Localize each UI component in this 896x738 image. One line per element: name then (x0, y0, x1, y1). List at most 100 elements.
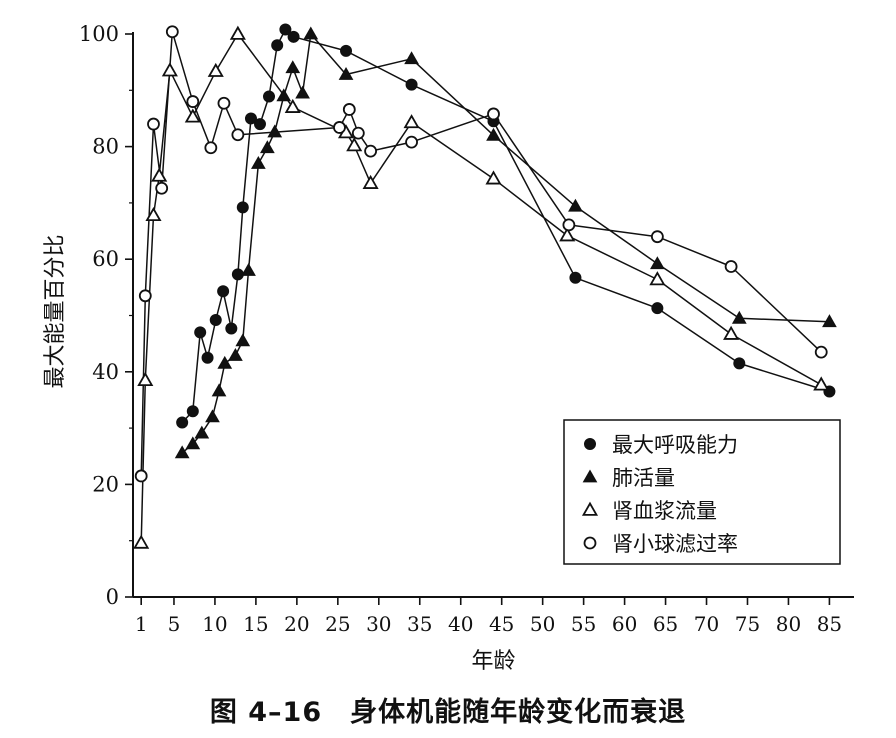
series-line-4 (140, 30, 822, 477)
series-2-point (260, 140, 275, 154)
series-2-point (185, 436, 201, 450)
y-tick-label: 100 (79, 22, 119, 46)
series-1-point (569, 271, 582, 284)
series-1-point (340, 44, 353, 57)
series-2-point (295, 85, 310, 99)
x-tick-label: 45 (489, 612, 514, 636)
series-2-point (731, 310, 747, 324)
x-tick-label: 40 (448, 612, 473, 636)
x-tick-label: 5 (168, 612, 181, 636)
series-3-point (133, 534, 150, 549)
series-4-point (351, 126, 365, 140)
series-3-point (403, 114, 420, 129)
x-tick-label: 1 (135, 612, 148, 636)
series-1-point (231, 268, 244, 281)
x-tick-label: 85 (817, 612, 842, 636)
series-1-point (217, 285, 230, 298)
series-2-point (267, 124, 283, 138)
legend-label: 肺活量 (612, 466, 675, 490)
series-3-point (813, 376, 830, 391)
series-3-point (284, 98, 301, 113)
series-2-point (568, 198, 583, 212)
series-1-point (236, 201, 249, 214)
x-tick-label: 30 (366, 612, 391, 636)
legend-marker-4 (583, 536, 597, 550)
legend-label: 肾小球滤过率 (612, 532, 738, 556)
series-1-point (253, 118, 266, 131)
y-axis-label: 最大能量百分比 (43, 234, 68, 388)
y-tick-label: 0 (106, 585, 119, 609)
series-2-point (285, 60, 301, 74)
x-tick-label: 60 (612, 612, 637, 636)
series-1-point (263, 90, 276, 103)
series-2-point (228, 347, 243, 361)
series-2-point (404, 51, 419, 65)
series-line-3 (140, 33, 822, 544)
series-4-point (165, 25, 179, 39)
legend-label: 肾血浆流量 (612, 499, 717, 523)
series-3-point (649, 271, 666, 286)
x-tick-label: 75 (735, 612, 760, 636)
y-tick-label: 40 (92, 360, 119, 384)
y-tick-label: 80 (92, 135, 119, 159)
legend-marker-2 (582, 469, 598, 483)
y-tick-label: 20 (92, 472, 119, 496)
x-tick-label: 50 (530, 612, 555, 636)
series-4-point (186, 95, 200, 108)
x-tick-label: 65 (653, 612, 678, 636)
chart-axes: 0 20 40 60 80 100 1 5 10 15 20 25 30 35 40 45 50 55 60 65 70… (43, 22, 854, 674)
figure-caption: 图 4–16 身体机能随年龄变化而衰退 (0, 690, 896, 729)
series-2-point (217, 355, 233, 369)
x-tick-label: 70 (694, 612, 719, 636)
y-tick-label: 60 (92, 247, 119, 271)
series-4-point (650, 230, 664, 244)
legend-box (563, 419, 841, 565)
x-tick-label: 10 (202, 612, 227, 636)
series-4-point (147, 117, 160, 131)
series-2-point (205, 409, 220, 423)
series-2-point (235, 333, 251, 347)
series-4-point (204, 141, 218, 155)
legend-marker-3 (581, 501, 599, 516)
series-2-point (174, 445, 190, 459)
series-3-point (145, 206, 162, 222)
series-3-point (137, 371, 154, 387)
series-3-point (559, 227, 576, 242)
series-4-point (487, 107, 500, 121)
x-tick-label: 35 (407, 612, 432, 636)
series-1-point (733, 357, 746, 370)
figure-number: 图 4–16 (209, 697, 323, 728)
series-1-point (244, 112, 257, 125)
series-4-point (134, 469, 148, 483)
series-3-point (184, 108, 201, 123)
series-3-point (485, 170, 502, 185)
series-4-point (231, 128, 245, 142)
series-4-point (814, 345, 828, 359)
series-3-point (362, 174, 379, 189)
x-tick-label: 20 (284, 612, 309, 636)
x-tick-label: 15 (243, 612, 268, 636)
series-1-point (209, 314, 222, 327)
series-3-point (229, 25, 246, 40)
series-4-point (333, 121, 346, 134)
series-4-point (724, 260, 738, 273)
series-2-point (650, 256, 665, 270)
series-2-point (276, 88, 292, 102)
series-2-point (486, 127, 501, 141)
series-3-point (346, 137, 363, 152)
series-2-point (250, 155, 266, 169)
legend-label: 最大呼吸能力 (612, 433, 738, 457)
series-4-point (342, 103, 356, 116)
x-tick-label: 25 (325, 612, 350, 636)
series-4-point (364, 144, 378, 158)
series-2-point (338, 67, 354, 80)
series-2-point (211, 383, 227, 397)
series-1-point (279, 23, 292, 36)
series-4-point (217, 96, 231, 110)
series-4-point (155, 181, 169, 195)
series-1-point (287, 30, 300, 43)
series-1-point (405, 78, 418, 91)
series-1-point (194, 326, 207, 339)
